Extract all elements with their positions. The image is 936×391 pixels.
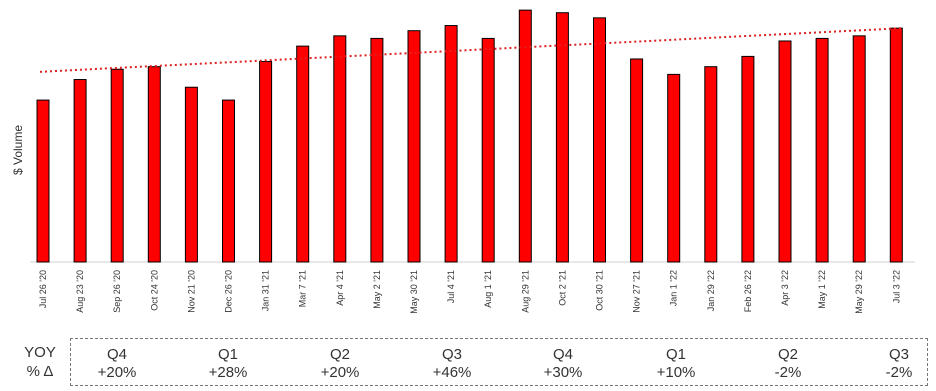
bar — [704, 66, 718, 263]
bar — [333, 35, 347, 263]
yoy-quarter-item: Q1 +28% — [188, 346, 268, 382]
x-tick-label: May 1 '22 — [817, 270, 827, 309]
bar — [778, 40, 792, 263]
bars-group — [36, 9, 903, 263]
yoy-quarter-label: Q4 — [106, 346, 127, 363]
trend-line — [39, 27, 903, 73]
x-tick-label: Aug 1 '21 — [483, 270, 493, 308]
bar — [667, 73, 681, 263]
yoy-quarter-label: Q4 — [552, 346, 573, 363]
x-tick-label: Jan 31 '21 — [261, 270, 271, 311]
bar — [518, 9, 532, 263]
bar — [555, 12, 569, 263]
bar — [741, 55, 755, 263]
yoy-quarter-label: Q2 — [329, 346, 350, 363]
x-tick-label: Oct 24 '20 — [149, 270, 159, 311]
bar — [407, 30, 421, 263]
yoy-quarter-item: Q4 +30% — [523, 346, 603, 382]
bar — [36, 99, 50, 263]
y-axis-label: $ Volume — [11, 125, 25, 175]
yoy-quarter-item: Q3 -2% — [859, 346, 936, 382]
x-tick-label: Oct 2 '21 — [557, 270, 567, 306]
bar — [296, 45, 310, 263]
x-tick-label: Mar 7 '21 — [298, 270, 308, 307]
x-tick-label: May 2 '21 — [372, 270, 382, 309]
yoy-quarter-item: Q2 +20% — [300, 346, 380, 382]
x-tick-label: Jul 3 '22 — [891, 270, 901, 303]
yoy-quarter-label: Q2 — [777, 346, 798, 363]
bar — [481, 37, 495, 263]
volume-bar-chart: Jul 26 '20 Aug 23 '20 Sep 26 '20 Oct 24 '20… — [11, 9, 915, 314]
yoy-quarter-item: Q2 -2% — [748, 346, 828, 382]
x-tick-label: Nov 27 '21 — [632, 270, 642, 313]
x-tick-label: Jan 1 '22 — [669, 270, 679, 306]
yoy-quarter-pct: -2% — [885, 364, 913, 381]
bar — [630, 58, 644, 263]
yoy-quarter-pct: +20% — [320, 364, 360, 381]
yoy-quarter-pct: +10% — [656, 364, 696, 381]
yoy-quarter-pct: -2% — [774, 364, 802, 381]
yoy-quarter-label: Q1 — [217, 346, 238, 363]
x-tick-label: Aug 29 '21 — [520, 270, 530, 313]
yoy-quarter-pct: +46% — [432, 364, 472, 381]
yoy-quarter-pct: +30% — [543, 364, 583, 381]
yoy-quarter-label: Q3 — [441, 346, 462, 363]
bar — [222, 99, 235, 263]
x-tick-labels: Jul 26 '20 Aug 23 '20 Sep 26 '20 Oct 24 '20… — [38, 270, 901, 314]
x-tick-label: Oct 30 '21 — [595, 270, 605, 311]
bar — [259, 61, 273, 263]
bar — [815, 37, 829, 263]
bar — [110, 68, 124, 263]
bar — [889, 27, 903, 263]
yoy-quarter-pct: +20% — [97, 364, 137, 381]
yoy-box — [70, 338, 928, 386]
bar — [147, 66, 161, 263]
yoy-quarter-label: Q3 — [888, 346, 909, 363]
bar — [370, 37, 384, 263]
yoy-quarter-item: Q4 +20% — [77, 346, 157, 382]
x-tick-label: Aug 23 '20 — [75, 270, 85, 313]
yoy-quarter-label: Q1 — [665, 346, 686, 363]
x-tick-label: May 30 '21 — [409, 270, 419, 314]
bar — [184, 86, 198, 263]
yoy-label: YOY % Δ — [16, 343, 64, 381]
x-tick-label: Apr 3 '22 — [780, 270, 790, 306]
x-tick-label: Jan 29 '22 — [706, 270, 716, 311]
x-tick-label: Jul 4 '21 — [446, 270, 456, 303]
bar — [852, 35, 866, 263]
x-tick-label: Jul 26 '20 — [38, 270, 48, 308]
yoy-quarter-pct: +28% — [208, 364, 248, 381]
x-tick-label: Sep 26 '20 — [112, 270, 122, 313]
x-tick-label: Nov 21 '20 — [186, 270, 196, 313]
yoy-label-line1: YOY — [24, 344, 56, 361]
x-tick-label: Feb 26 '22 — [743, 270, 753, 312]
yoy-quarter-item: Q1 +10% — [636, 346, 716, 382]
x-tick-label: Apr 4 '21 — [335, 270, 345, 306]
bar — [73, 79, 87, 263]
yoy-label-line2: % Δ — [26, 363, 54, 380]
bar — [593, 17, 606, 263]
bar — [444, 25, 458, 263]
yoy-quarter-item: Q3 +46% — [412, 346, 492, 382]
x-tick-label: Dec 26 '20 — [224, 270, 234, 313]
x-tick-label: May 29 '22 — [854, 270, 864, 314]
